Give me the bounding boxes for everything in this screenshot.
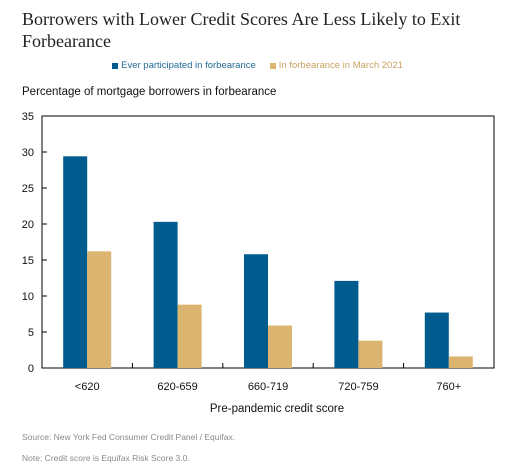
y-tick-label: 25 — [22, 183, 34, 195]
bar-march-2021 — [358, 340, 383, 368]
source-note: Source: New York Fed Consumer Credit Pan… — [22, 432, 236, 442]
bar-march-2021 — [177, 304, 202, 368]
y-tick-label: 30 — [22, 147, 34, 159]
y-tick-label: 10 — [22, 291, 34, 303]
bar-ever-participated — [244, 254, 268, 368]
x-tick-label: 720-759 — [338, 381, 378, 393]
legend-label-march-2021: In forbearance in March 2021 — [278, 60, 403, 71]
bar-ever-participated — [63, 156, 88, 368]
x-tick-label: <620 — [75, 381, 100, 393]
bar-march-2021 — [448, 356, 473, 368]
bar-march-2021 — [87, 251, 112, 368]
legend-label-ever-participated: Ever participated in forbearance — [121, 60, 256, 71]
legend-swatch-march-2021 — [269, 62, 276, 69]
y-tick-label: 5 — [28, 327, 34, 339]
y-tick-label: 20 — [22, 219, 34, 231]
legend-swatch-ever-participated — [112, 62, 119, 69]
x-tick-label: 620-659 — [157, 381, 197, 393]
chart-title: Borrowers with Lower Credit Scores Are L… — [22, 9, 461, 51]
x-axis-title: Pre-pandemic credit score — [209, 403, 345, 415]
bar-ever-participated — [153, 221, 178, 368]
bar-ever-participated — [334, 280, 359, 368]
y-tick-label: 15 — [22, 255, 34, 267]
y-tick-label: 0 — [28, 363, 34, 375]
y-tick-label: 35 — [22, 111, 34, 123]
chart-legend: Ever participated in forbearance In forb… — [0, 60, 515, 71]
legend-item-march-2021: In forbearance in March 2021 — [269, 60, 403, 71]
y-axis-title: Percentage of mortgage borrowers in forb… — [22, 86, 277, 98]
x-tick-label: 660-719 — [248, 381, 288, 393]
credit-score-note: Note: Credit score is Equifax Risk Score… — [22, 453, 190, 463]
x-tick-label: 760+ — [436, 381, 461, 393]
bar-ever-participated — [424, 312, 449, 368]
legend-item-ever-participated: Ever participated in forbearance — [112, 60, 256, 71]
bar-march-2021 — [268, 325, 292, 368]
